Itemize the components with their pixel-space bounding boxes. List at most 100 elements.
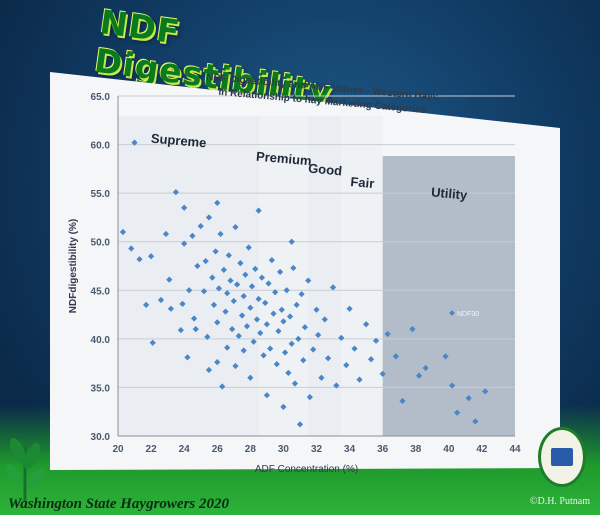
data-point — [324, 355, 332, 362]
data-point — [338, 334, 345, 341]
data-point — [379, 370, 386, 377]
data-point — [258, 274, 266, 281]
y-axis-label: NDFdigestibility (%) — [68, 219, 79, 313]
data-point — [333, 382, 340, 389]
data-point — [260, 352, 267, 359]
data-point — [253, 316, 261, 323]
utility-zone — [382, 156, 515, 436]
wheat-icon — [0, 426, 50, 501]
y-tick-label: 35.0 — [91, 383, 111, 394]
x-tick-label: 38 — [410, 444, 422, 455]
data-point — [217, 230, 224, 238]
x-tick-label: 28 — [245, 444, 257, 455]
data-point — [399, 397, 406, 405]
data-point — [237, 259, 244, 267]
data-point — [367, 356, 375, 363]
data-point — [288, 340, 295, 347]
data-point — [267, 345, 274, 352]
data-point — [315, 331, 322, 339]
data-point — [363, 321, 370, 328]
data-point — [449, 382, 456, 389]
data-point — [280, 318, 287, 325]
x-tick-label: 24 — [179, 444, 191, 455]
credit-text: ©D.H. Putnam — [529, 496, 590, 507]
x-tick-label: 42 — [476, 444, 488, 455]
data-point — [281, 349, 289, 356]
uc-davis-seal-icon — [538, 427, 586, 487]
data-point — [290, 264, 297, 272]
data-point — [301, 324, 309, 331]
data-point — [205, 366, 213, 374]
x-tick-label: 34 — [344, 444, 356, 455]
data-point — [270, 310, 277, 317]
category-label-premium: Premium — [255, 149, 312, 169]
data-point — [310, 346, 317, 353]
x-tick-label: 22 — [146, 444, 158, 455]
data-point — [286, 313, 294, 320]
data-point — [273, 361, 280, 368]
data-point — [280, 403, 287, 410]
legend-label: NDF30 — [457, 311, 479, 318]
data-point — [442, 353, 449, 360]
x-tick-label: 40 — [443, 444, 455, 455]
data-point — [300, 357, 307, 364]
category-zone — [258, 116, 309, 436]
data-point — [255, 295, 262, 303]
data-point — [372, 337, 380, 344]
y-tick-label: 50.0 — [91, 238, 111, 249]
data-point — [119, 228, 127, 236]
x-tick-label: 32 — [311, 444, 323, 455]
data-point — [295, 335, 302, 342]
x-tick-label: 26 — [212, 444, 224, 455]
data-point — [356, 376, 363, 383]
data-point — [128, 245, 135, 252]
data-point — [214, 199, 221, 206]
y-tick-label: 55.0 — [91, 189, 111, 200]
x-tick-label: 36 — [377, 444, 389, 455]
data-point — [351, 345, 358, 352]
category-zone — [341, 116, 383, 436]
data-point — [184, 354, 191, 361]
data-point — [306, 394, 313, 401]
category-zone — [118, 116, 259, 436]
data-point — [392, 353, 400, 360]
data-point — [296, 421, 304, 428]
data-point — [472, 418, 479, 425]
data-point — [293, 301, 300, 308]
data-point — [232, 224, 239, 231]
category-label-fair: Fair — [350, 174, 375, 191]
data-point — [257, 329, 264, 337]
data-point — [262, 299, 269, 307]
data-point — [321, 316, 328, 323]
data-point — [265, 280, 272, 287]
data-point — [283, 287, 290, 294]
y-tick-label: 40.0 — [91, 335, 111, 346]
category-label-utility: Utility — [431, 184, 469, 202]
data-point — [343, 361, 350, 369]
category-zone — [308, 116, 342, 436]
data-point — [263, 392, 270, 399]
data-point — [263, 321, 270, 328]
data-point — [305, 277, 312, 284]
x-tick-label: 20 — [112, 444, 124, 455]
data-point — [313, 306, 320, 313]
data-point — [278, 306, 285, 313]
data-point — [197, 223, 204, 230]
data-point — [181, 240, 188, 247]
data-point — [409, 326, 416, 333]
data-point — [482, 388, 489, 395]
y-tick-label: 45.0 — [91, 286, 111, 297]
data-point — [276, 268, 284, 275]
data-point — [384, 330, 391, 338]
y-tick-label: 65.0 — [91, 92, 111, 103]
data-point — [298, 291, 305, 298]
data-point — [422, 364, 429, 372]
data-point — [453, 409, 461, 416]
y-tick-label: 60.0 — [91, 141, 111, 152]
data-point — [465, 395, 472, 402]
footer-text: Washington State Haygrowers 2020 — [8, 496, 230, 512]
data-point — [291, 380, 299, 387]
data-point — [230, 297, 237, 305]
data-point — [147, 253, 155, 260]
